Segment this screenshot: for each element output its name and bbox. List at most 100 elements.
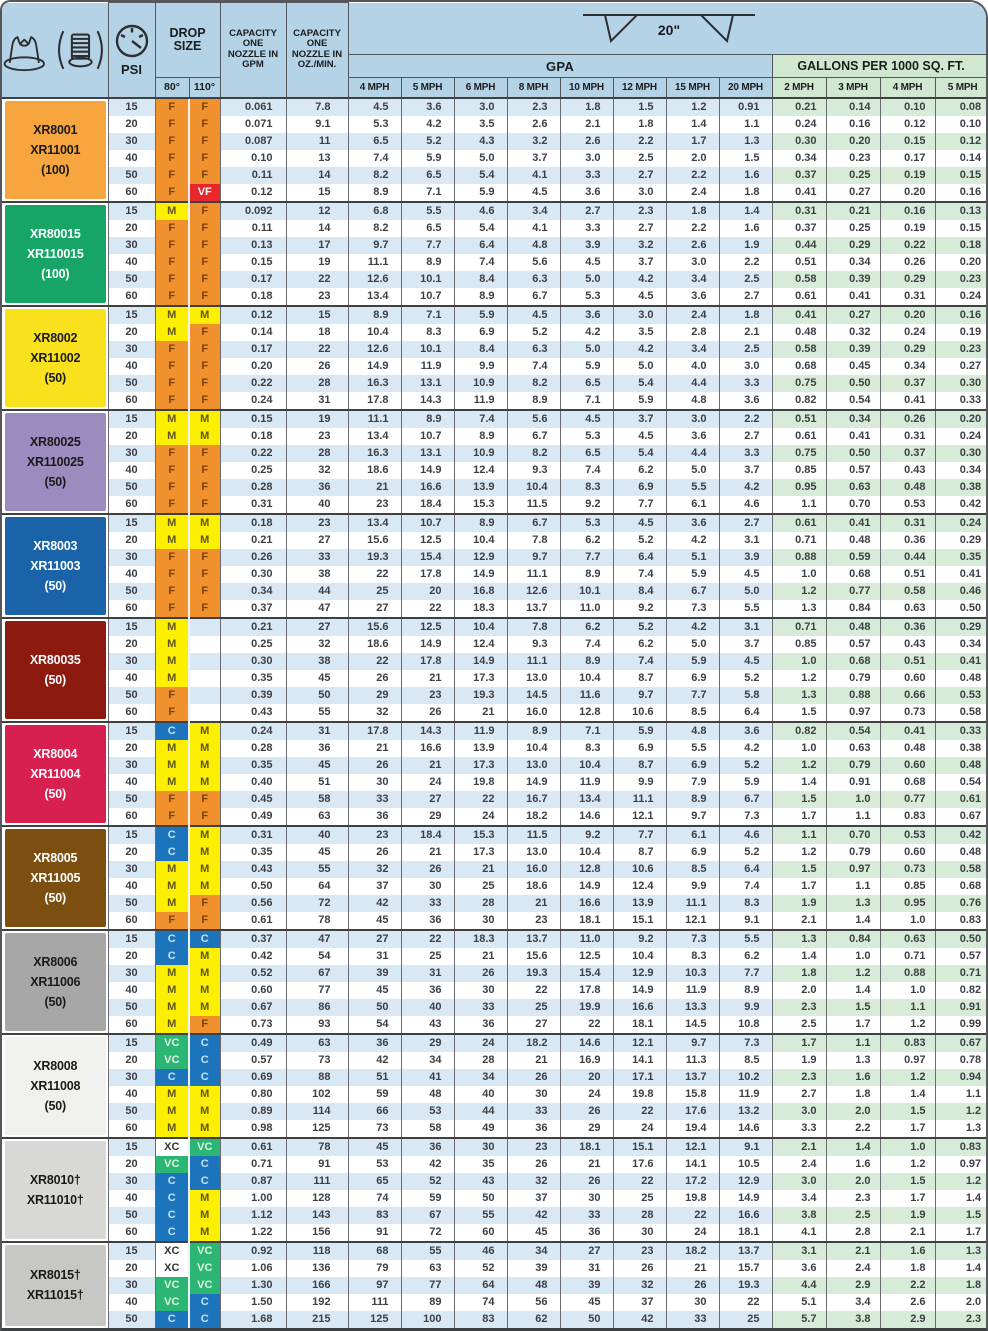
gallons-1000-value-cell: 0.48 (934, 756, 986, 774)
capacity-oz-cell: 88 (285, 1068, 348, 1086)
capacity-oz-cell: 63 (285, 1032, 348, 1052)
psi-value-cell: 50 (107, 478, 155, 496)
gpa-value-cell: 3.6 (665, 427, 719, 445)
gallons-1000-value-cell: 0.24 (934, 512, 986, 532)
gpa-speed-header: 4 MPH (347, 77, 402, 98)
drop-size-code-cell: XC (154, 1240, 189, 1260)
gpa-value-cell: 22 (559, 1015, 613, 1034)
table-row: 30 F F 0.087 11 6.5 5.2 4.3 3.2 2.6 2.2 1.7 1.3 0.30 0… (2, 132, 986, 150)
gpa-value-cell: 4.5 (559, 408, 613, 428)
table-row: 30 F F 0.26 33 19.3 15.4 12.9 9.7 7.7 6.4 5.1 3.9 0.8… (2, 548, 986, 566)
gpa-value-cell: 59 (347, 1085, 401, 1103)
nozzle-spacing-icon: 20" (583, 14, 756, 44)
gpa-value-cell: 15.3 (453, 824, 507, 844)
gpa-value-cell: 1.3 (718, 132, 772, 150)
gpa-speed-header: 12 MPH (612, 77, 667, 98)
drop-size-code-cell: F (154, 270, 189, 288)
gpa-value-cell: 7.4 (453, 253, 507, 271)
psi-value-cell: 40 (107, 1293, 155, 1311)
gpa-value-cell: 16.6 (612, 998, 666, 1016)
gpa-speed-header: 10 MPH (559, 77, 614, 98)
gallons-1000-value-cell: 0.78 (934, 1051, 986, 1069)
nozzle-model-name: XR11010† (26, 1192, 84, 1207)
gallons-1000-value-cell: 0.34 (825, 408, 880, 428)
gallons-1000-value-cell: 0.30 (771, 132, 826, 150)
gpa-value-cell: 2.5 (612, 149, 666, 167)
drop-size-code-cell: VC (188, 1136, 220, 1156)
capacity-oz-cell: 54 (285, 947, 348, 965)
gallons-1000-value-cell: 1.4 (934, 1189, 986, 1207)
gpa-value-cell: 5.5 (718, 928, 772, 948)
gpa-value-cell: 42 (506, 1206, 560, 1224)
gallons-1000-value-cell: 3.4 (825, 1293, 880, 1311)
gpa-value-cell: 6.4 (718, 860, 772, 878)
gallons-1000-value-cell: 0.45 (825, 357, 880, 375)
drop-size-code-cell: M (154, 616, 189, 636)
gallons-1000-value-cell: 0.53 (879, 824, 935, 844)
table-row: 50 F 0.39 50 29 23 19.3 14.5 11.6 9.7 7.7 5.8 1.3 0.8… (2, 686, 986, 704)
gpa-value-cell: 3.6 (665, 287, 719, 306)
gpa-value-cell: 6.5 (559, 444, 613, 462)
gpa-value-cell: 17.3 (453, 756, 507, 774)
psi-value-cell: 20 (107, 427, 155, 445)
gpa-value-cell: 22 (453, 790, 507, 808)
gpa-value-cell: 10.4 (559, 756, 613, 774)
gallons-1000-value-cell: 0.95 (879, 894, 935, 912)
gallons-1000-value-cell: 0.37 (771, 166, 826, 184)
psi-value-cell: 15 (107, 96, 155, 116)
gpa-value-cell: 16.6 (718, 1206, 772, 1224)
gallons-1000-value-cell: 0.24 (771, 115, 826, 133)
gallons-1000-value-cell: 0.21 (825, 200, 880, 220)
table-row: 50 F F 0.28 36 21 16.6 13.9 10.4 8.3 6.9 5.5 4.2 0.95… (2, 478, 986, 496)
gpa-value-cell: 32 (347, 703, 401, 722)
psi-value-cell: 30 (107, 236, 155, 254)
gallons-1000-value-cell: 1.7 (825, 1015, 880, 1034)
drop-size-code-cell: M (188, 720, 220, 740)
gpa-value-cell: 21 (453, 703, 507, 722)
gpa-value-cell: 13.4 (347, 427, 401, 445)
capacity-oz-cell: 77 (285, 981, 348, 999)
drop-size-code-cell: F (154, 461, 189, 479)
gallons-1000-value-cell: 0.79 (825, 843, 880, 861)
gallons-1000-value-cell: 1.5 (771, 860, 826, 878)
table-row: 40 M M 0.50 64 37 30 25 18.6 14.9 12.4 9.9 7.4 1.7 1.1… (2, 877, 986, 895)
gallons-1000-value-cell: 0.38 (934, 478, 986, 496)
gallons-1000-value-cell: 0.70 (825, 824, 880, 844)
gpa-value-cell: 19.4 (665, 1119, 719, 1138)
gpa-value-cell: 6.9 (612, 478, 666, 496)
gpa-value-cell: 11.1 (506, 652, 560, 670)
gpa-value-cell: 5.8 (718, 686, 772, 704)
gpa-value-cell: 7.1 (400, 183, 454, 202)
capacity-gpm-cell: 0.71 (219, 1155, 286, 1173)
nozzle-model-name: XR110015 (26, 246, 84, 261)
gpa-value-cell: 14.9 (453, 565, 507, 583)
gallons-1000-value-cell: 1.7 (771, 807, 826, 826)
gpa-value-cell: 12.5 (400, 531, 454, 549)
gallons-1000-value-cell: 1.1 (825, 877, 880, 895)
drop-size-code-cell: M (154, 860, 189, 878)
table-row: 20 F F 0.071 9.1 5.3 4.2 3.5 2.6 2.1 1.8 1.4 1.1 0.24… (2, 115, 986, 133)
capacity-gpm-cell: 0.34 (219, 582, 286, 600)
gpa-value-cell: 7.1 (559, 720, 613, 740)
gpa-value-cell: 40 (400, 998, 454, 1016)
gpa-value-cell: 5.2 (612, 616, 666, 636)
capacity-gpm-cell: 0.35 (219, 843, 286, 861)
gallons-1000-value-cell: 0.43 (879, 461, 935, 479)
gpa-value-cell: 5.4 (453, 166, 507, 184)
gpa-value-cell: 3.3 (559, 219, 613, 237)
capacity-gpm-cell: 1.30 (219, 1276, 286, 1294)
gpa-value-cell: 22 (665, 1206, 719, 1224)
drop-size-code-cell: C (154, 824, 189, 844)
gpa-value-cell: 4.5 (612, 427, 666, 445)
table-row: XR80025 XR110025 (50) 15 M M 0.15 19 11.1 8.9 7.4 5… (2, 408, 986, 514)
drop-size-code-cell: F (188, 790, 220, 808)
gpa-value-cell: 2.6 (506, 115, 560, 133)
gallons-1000-value-cell: 0.85 (771, 635, 826, 653)
gpa-value-cell: 3.7 (718, 635, 772, 653)
gallons-1000-value-cell: 2.8 (825, 1223, 880, 1242)
capacity-gpm-cell: 0.061 (219, 96, 286, 116)
gallons-1000-value-cell: 0.68 (825, 652, 880, 670)
gpa-value-cell: 11.5 (506, 824, 560, 844)
drop-size-code-cell: F (154, 219, 189, 237)
capacity-gpm-cell: 0.87 (219, 1172, 286, 1190)
